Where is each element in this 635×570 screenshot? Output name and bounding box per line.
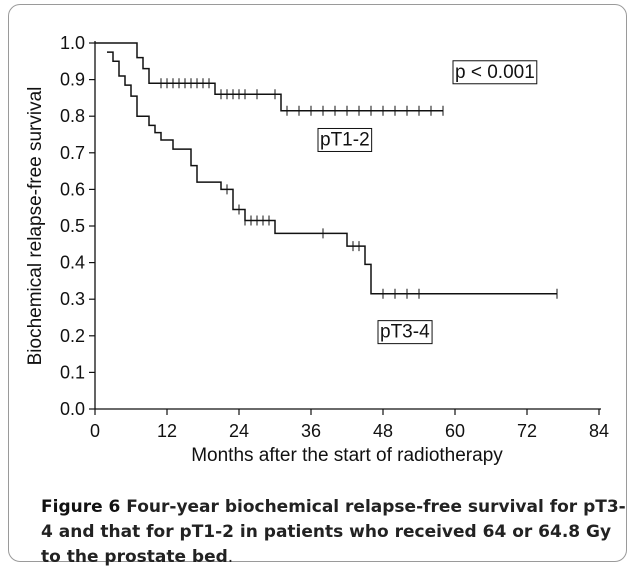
x-tick-label: 0 — [90, 421, 100, 441]
pT3-4-label-box — [377, 320, 433, 345]
y-axis-title: Biochemical relapse-free survival — [25, 87, 46, 366]
x-tick-label: 72 — [517, 421, 537, 441]
y-tick-label: 0.4 — [60, 253, 85, 273]
figure-caption-text: Four-year biochemical relapse-free survi… — [41, 497, 626, 567]
y-tick-label: 0.8 — [60, 106, 85, 126]
y-tick-label: 0.5 — [60, 216, 85, 236]
y-tick-label: 0.7 — [60, 143, 85, 163]
x-axis-title: Months after the start of radiotherapy — [191, 445, 503, 466]
survival-curve-pt1-2 — [95, 42, 443, 112]
pT1-2-label: pT1-2 — [320, 129, 370, 150]
figure-frame: 0.0 0.1 0.2 0.3 0.4 0.5 0.6 0.7 0.8 0.9 1.0 0 12 24 36… — [8, 4, 627, 567]
p-value-label-box — [452, 60, 538, 85]
x-tick-label: 84 — [589, 421, 609, 441]
figure-caption: Figure 6 Four-year biochemical relapse-f… — [41, 495, 626, 570]
y-tick-label: 0.1 — [60, 362, 85, 382]
figure-label: Figure 6 — [41, 497, 121, 517]
y-tick-label: 0.6 — [60, 179, 85, 199]
x-tick-label: 24 — [229, 421, 249, 441]
figure-caption-end: . — [227, 547, 234, 567]
x-tick-label: 48 — [373, 421, 393, 441]
x-tick-label: 36 — [301, 421, 321, 441]
y-tick-label: 0.9 — [60, 70, 85, 90]
series-pt3-4 — [107, 51, 558, 299]
p-value-label: p < 0.001 — [455, 62, 535, 83]
y-tick-label: 1.0 — [60, 33, 85, 53]
x-tick-label: 60 — [445, 421, 465, 441]
x-tick-label: 12 — [157, 421, 177, 441]
y-tick-label: 0.3 — [60, 289, 85, 309]
survival-curve-pt3-4 — [107, 51, 557, 295]
y-tick-label: 0.2 — [60, 326, 85, 346]
pT3-4-label: pT3-4 — [380, 322, 430, 343]
survival-chart: 0.0 0.1 0.2 0.3 0.4 0.5 0.6 0.7 0.8 0.9 1.0 0 12 24 36… — [25, 33, 609, 466]
series-pt1-2 — [95, 42, 444, 116]
y-tick-label: 0.0 — [60, 399, 85, 419]
pT1-2-label-box — [317, 127, 373, 152]
